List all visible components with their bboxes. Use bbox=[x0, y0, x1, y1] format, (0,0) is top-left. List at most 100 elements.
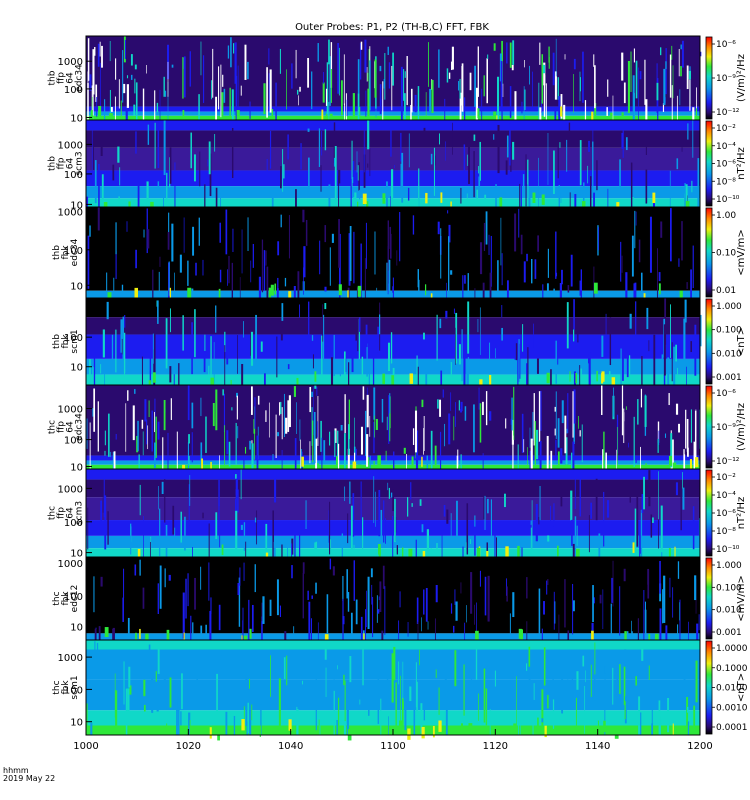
y-tick-label: 100 bbox=[64, 333, 83, 344]
spectrogram-streak bbox=[167, 61, 169, 97]
spectrogram-streak bbox=[509, 86, 512, 118]
spectrogram-streak bbox=[522, 324, 524, 352]
spectrogram-streak bbox=[682, 40, 684, 68]
spectrogram-streak bbox=[385, 518, 386, 544]
spectrogram-streak bbox=[637, 618, 639, 640]
spectrogram-streak bbox=[92, 408, 94, 417]
spectrogram-streak bbox=[318, 719, 320, 735]
spectrogram-streak bbox=[305, 500, 307, 530]
spectrogram-streak bbox=[640, 446, 641, 469]
spectrogram-streak bbox=[669, 54, 672, 98]
spectrogram-streak bbox=[393, 646, 396, 681]
spectrogram-streak bbox=[421, 399, 424, 408]
spectrogram-streak bbox=[191, 322, 193, 375]
spectrogram-streak bbox=[680, 484, 682, 531]
spectrogram-streak bbox=[486, 58, 488, 104]
spectrogram-streak bbox=[302, 680, 303, 685]
spectrogram-streak bbox=[463, 97, 466, 120]
spectrogram-streak bbox=[526, 577, 528, 599]
y-tick-label: 100 bbox=[64, 85, 83, 96]
spectrogram-streak bbox=[664, 298, 667, 345]
spectrogram-streak bbox=[514, 91, 517, 120]
spectrogram-streak bbox=[366, 343, 368, 377]
spectrogram-streak bbox=[453, 308, 455, 314]
spectrogram-streak bbox=[423, 589, 425, 615]
spectrogram-streak bbox=[482, 401, 484, 416]
spectrogram-streak bbox=[155, 671, 157, 682]
spectrogram-streak bbox=[353, 544, 355, 555]
spectrogram-streak bbox=[548, 57, 550, 69]
spectrogram-streak bbox=[315, 582, 317, 594]
spectrogram-streak bbox=[112, 627, 115, 640]
spectrogram-streak bbox=[104, 450, 106, 456]
spectrogram-streak bbox=[275, 414, 277, 459]
spectrogram-burst bbox=[695, 108, 698, 119]
spectrogram-streak bbox=[610, 603, 612, 636]
spectrogram-streak bbox=[690, 409, 692, 443]
spectrogram-streak bbox=[218, 66, 220, 110]
spectrogram-streak bbox=[520, 177, 522, 207]
y-tick-label: 1000 bbox=[58, 208, 83, 219]
spectrogram-streak bbox=[403, 69, 405, 101]
spectrogram-streak bbox=[313, 386, 314, 436]
spectrogram-streak bbox=[148, 644, 151, 663]
spectrogram-streak bbox=[149, 338, 152, 383]
spectrogram-streak bbox=[260, 704, 262, 735]
spectrogram-streak bbox=[250, 260, 252, 283]
spectrogram-streak bbox=[534, 259, 537, 279]
spectrogram-streak bbox=[325, 667, 327, 698]
spectrogram-streak bbox=[288, 395, 291, 428]
spectrogram-streak bbox=[533, 683, 535, 700]
spectrogram-streak bbox=[528, 673, 531, 688]
spectrogram-streak bbox=[369, 148, 371, 177]
spectrogram-streak bbox=[477, 319, 479, 333]
spectrogram-streak bbox=[343, 721, 346, 735]
spectrogram-streak bbox=[425, 368, 428, 385]
spectrogram-burst bbox=[145, 633, 149, 644]
spectrogram-streak bbox=[501, 327, 504, 341]
spectrogram-streak bbox=[357, 59, 360, 94]
spectrogram-streak bbox=[467, 154, 469, 166]
spectrogram-streak bbox=[518, 208, 520, 238]
spectrogram-streak bbox=[163, 671, 166, 689]
panel-label: thbffp64scm3 bbox=[48, 151, 85, 175]
spectrogram-streak bbox=[334, 428, 337, 443]
spectrogram-streak bbox=[192, 622, 194, 640]
spectrogram-streak bbox=[686, 418, 689, 452]
spectrogram-streak bbox=[104, 495, 107, 550]
spectrogram-streak bbox=[566, 428, 568, 434]
spectrogram-streak bbox=[188, 484, 190, 526]
spectrogram-streak bbox=[651, 517, 654, 523]
spectrogram-burst bbox=[421, 456, 423, 467]
spectrogram-streak bbox=[258, 276, 262, 298]
spectrogram-streak bbox=[118, 196, 120, 207]
spectrogram-streak bbox=[594, 103, 597, 120]
spectrogram-streak bbox=[357, 93, 360, 120]
spectrogram-streak bbox=[287, 547, 288, 557]
spectrogram-streak bbox=[288, 215, 290, 259]
spectrogram-streak bbox=[366, 590, 367, 628]
spectrogram-streak bbox=[174, 272, 175, 297]
spectrogram-streak bbox=[188, 455, 190, 466]
spectrogram-streak bbox=[512, 592, 515, 618]
y-tick-label: 100 bbox=[64, 436, 83, 447]
spectrogram-streak bbox=[333, 671, 335, 699]
spectrogram-streak bbox=[685, 409, 687, 449]
spectrogram-streak bbox=[362, 386, 365, 400]
spectrogram-streak bbox=[361, 356, 364, 385]
spectrogram-burst bbox=[422, 550, 426, 562]
spectrogram-streak bbox=[180, 711, 182, 726]
spectrogram-streak bbox=[566, 302, 569, 349]
spectrogram-streak bbox=[663, 374, 666, 385]
spectrogram-streak bbox=[423, 707, 426, 721]
spectrogram-streak bbox=[374, 61, 375, 89]
spectrogram-streak bbox=[540, 390, 542, 431]
spectrogram-streak bbox=[390, 169, 394, 207]
spectrogram-streak bbox=[387, 46, 389, 55]
spectrogram-streak bbox=[228, 441, 231, 467]
spectrogram-streak bbox=[329, 558, 332, 570]
spectrogram-streak bbox=[359, 189, 361, 200]
spectrogram-streak bbox=[143, 679, 146, 697]
spectrogram-streak bbox=[527, 159, 529, 185]
